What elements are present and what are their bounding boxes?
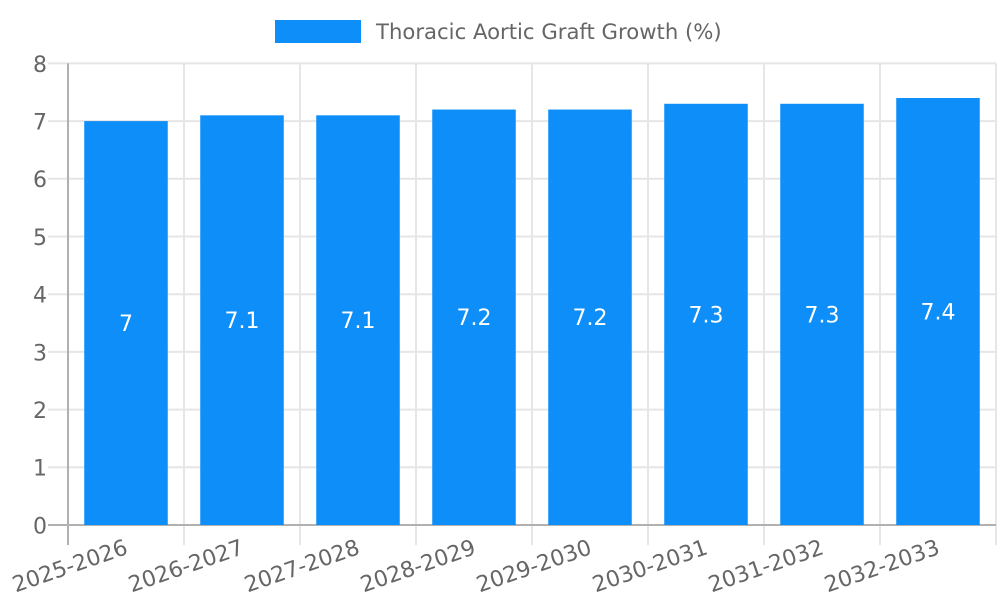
svg-text:3: 3 — [33, 341, 47, 366]
svg-text:7.2: 7.2 — [573, 306, 608, 331]
svg-text:7.1: 7.1 — [341, 309, 376, 334]
svg-text:6: 6 — [33, 168, 47, 193]
svg-text:7.3: 7.3 — [689, 303, 724, 328]
svg-text:7.1: 7.1 — [225, 309, 260, 334]
svg-text:1: 1 — [33, 457, 47, 482]
svg-text:7: 7 — [33, 111, 47, 136]
svg-text:0: 0 — [33, 514, 47, 539]
svg-text:7.4: 7.4 — [921, 300, 956, 325]
svg-text:7.3: 7.3 — [805, 303, 840, 328]
svg-text:4: 4 — [33, 284, 47, 309]
svg-text:2: 2 — [33, 399, 47, 424]
svg-text:5: 5 — [33, 226, 47, 251]
svg-text:7.2: 7.2 — [457, 306, 492, 331]
svg-text:7: 7 — [119, 312, 133, 337]
svg-text:8: 8 — [33, 53, 47, 78]
svg-text:Thoracic Aortic Graft Growth (: Thoracic Aortic Graft Growth (%) — [375, 19, 722, 44]
